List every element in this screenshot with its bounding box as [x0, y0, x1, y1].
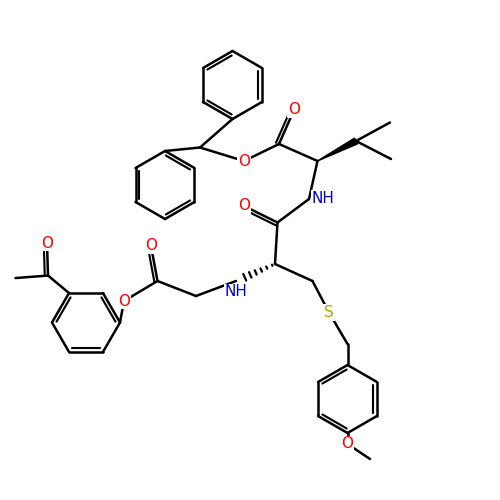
Polygon shape — [318, 138, 358, 161]
Text: NH: NH — [224, 284, 248, 300]
Text: O: O — [118, 294, 130, 308]
Text: O: O — [238, 198, 250, 214]
Text: O: O — [41, 236, 53, 250]
Text: O: O — [342, 436, 353, 452]
Text: S: S — [324, 305, 334, 320]
Text: O: O — [145, 238, 157, 254]
Text: NH: NH — [312, 190, 334, 206]
Text: O: O — [288, 102, 300, 118]
Text: O: O — [238, 154, 250, 168]
